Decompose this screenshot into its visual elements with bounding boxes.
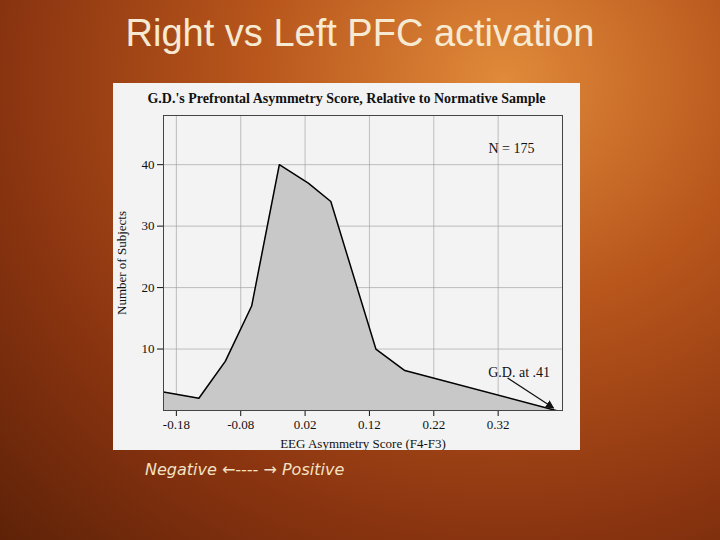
svg-text:20: 20	[142, 280, 155, 295]
svg-text:30: 30	[142, 218, 155, 233]
svg-text:10: 10	[142, 341, 155, 356]
svg-text:Number of Subjects: Number of Subjects	[114, 211, 129, 315]
svg-text:40: 40	[142, 157, 155, 172]
html-text:Negative ←---- → Positive: Negative ←---- → Positive	[145, 460, 345, 479]
svg-text:G.D. at .41: G.D. at .41	[488, 365, 550, 380]
svg-text:-0.08: -0.08	[227, 417, 254, 432]
html-text:G.D.'s Prefrontal Asymmetry Sc: G.D.'s Prefrontal Asymmetry Score, Relat…	[147, 91, 546, 106]
svg-text:0.12: 0.12	[358, 417, 381, 432]
svg-text:0.22: 0.22	[422, 417, 445, 432]
svg-text:0.02: 0.02	[294, 417, 317, 432]
svg-text:EEG Asymmetry Score (F4-F3): EEG Asymmetry Score (F4-F3)	[280, 436, 446, 451]
svg-text:N = 175: N = 175	[488, 141, 534, 156]
svg-text:0.32: 0.32	[487, 417, 510, 432]
svg-text:-0.18: -0.18	[163, 417, 190, 432]
html-text:Right vs Left PFC activation: Right vs Left PFC activation	[125, 12, 595, 54]
